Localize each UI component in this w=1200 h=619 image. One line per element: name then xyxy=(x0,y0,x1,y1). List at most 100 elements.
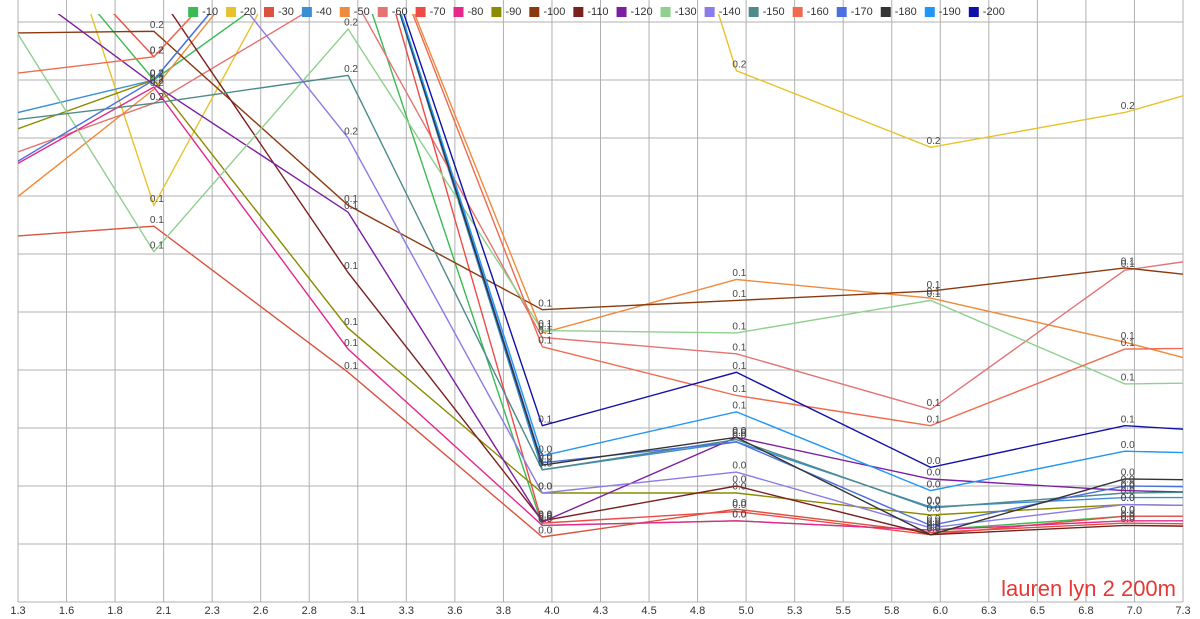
x-tick-label: 3.8 xyxy=(496,605,511,617)
data-label: 0.1 xyxy=(927,289,941,300)
legend-label: -190 xyxy=(939,6,961,18)
data-label: 0.1 xyxy=(1121,373,1135,384)
legend-label: -90 xyxy=(505,6,521,18)
data-label: 0.0 xyxy=(927,456,941,467)
x-tick-label: 2.8 xyxy=(302,605,317,617)
data-label: 0.0 xyxy=(732,461,746,472)
data-label: 0.2 xyxy=(150,92,164,103)
data-label: 0.1 xyxy=(538,319,552,330)
legend-item: -60 xyxy=(377,6,408,18)
legend-label: -140 xyxy=(719,6,741,18)
data-label: 0.1 xyxy=(1121,257,1135,268)
legend-swatch xyxy=(748,7,759,17)
data-label: 0.2 xyxy=(150,69,164,80)
data-label: 0.1 xyxy=(538,335,552,346)
legend-swatch xyxy=(836,7,847,17)
data-label: 0.0 xyxy=(538,482,552,493)
x-tick-label: 6.8 xyxy=(1078,605,1093,617)
data-label: 0.0 xyxy=(1121,514,1135,525)
data-label: 0.0 xyxy=(927,519,941,530)
data-label: 0.0 xyxy=(732,475,746,486)
data-label: 0.0 xyxy=(538,526,552,537)
legend-label: -200 xyxy=(983,6,1005,18)
data-label: 0.0 xyxy=(732,509,746,520)
data-label: 0.0 xyxy=(927,496,941,507)
data-label: 0.2 xyxy=(344,64,358,75)
data-label: 0.0 xyxy=(732,428,746,439)
data-label: 0.0 xyxy=(732,509,746,520)
series-line xyxy=(18,86,1183,531)
data-label: 0.0 xyxy=(927,504,941,515)
data-label: 0.1 xyxy=(538,322,552,333)
data-label: 0.1 xyxy=(150,194,164,205)
data-label: 0.1 xyxy=(150,240,164,251)
legend-label: -180 xyxy=(895,6,917,18)
x-tick-label: 1.6 xyxy=(59,605,74,617)
x-tick-label: 5.8 xyxy=(884,605,899,617)
data-label: 0.1 xyxy=(1121,331,1135,342)
legend-swatch xyxy=(968,7,979,17)
data-label: 0.1 xyxy=(732,384,746,395)
data-label: 0.0 xyxy=(732,498,746,509)
data-label: 0.1 xyxy=(732,400,746,411)
x-tick-label: 3.1 xyxy=(350,605,365,617)
x-tick-label: 5.0 xyxy=(738,605,753,617)
data-label: 0.2 xyxy=(150,73,164,84)
data-label: 0.1 xyxy=(1121,338,1135,349)
data-label: 0.0 xyxy=(927,497,941,508)
x-tick-label: 6.0 xyxy=(933,605,948,617)
data-label: 0.0 xyxy=(732,426,746,437)
data-label: 0.0 xyxy=(732,500,746,511)
chart-title: lauren lyn 2 200m xyxy=(1001,576,1176,601)
x-tick-label: 7.3 xyxy=(1175,605,1190,617)
data-label: 0.0 xyxy=(538,444,552,455)
series-line xyxy=(18,30,1183,311)
legend-item: -110 xyxy=(573,6,609,18)
legend-swatch xyxy=(660,7,671,17)
data-label: 0.1 xyxy=(732,289,746,300)
data-label: 0.2 xyxy=(150,78,164,89)
legend-swatch xyxy=(226,7,237,17)
data-label: 0.1 xyxy=(538,414,552,425)
data-label: 0.2 xyxy=(150,45,164,56)
legend-label: -20 xyxy=(240,6,256,18)
legend-swatch xyxy=(188,7,199,17)
data-label: 0.2 xyxy=(150,76,164,87)
series-line xyxy=(171,14,1183,536)
data-label: 0.0 xyxy=(1121,505,1135,516)
legend-item: -30 xyxy=(263,6,294,18)
series-line xyxy=(399,14,1183,536)
legend-item: -140 xyxy=(704,6,741,18)
plot-area xyxy=(18,14,1183,538)
legend-label: -170 xyxy=(851,6,873,18)
data-label: 0.1 xyxy=(344,338,358,349)
x-tick-label: 1.3 xyxy=(10,605,25,617)
legend-item: -150 xyxy=(748,6,785,18)
legend-item: -130 xyxy=(660,6,697,18)
legend-swatch xyxy=(924,7,935,17)
data-label: 0.2 xyxy=(150,69,164,80)
data-label: 0.0 xyxy=(927,521,941,532)
legend-swatch xyxy=(529,7,540,17)
legend-item: -10 xyxy=(188,6,218,18)
data-label: 0.2 xyxy=(150,20,164,31)
data-label: 0.1 xyxy=(732,342,746,353)
data-label: 0.1 xyxy=(1121,414,1135,425)
x-tick-label: 5.3 xyxy=(787,605,802,617)
data-label: 0.0 xyxy=(732,431,746,442)
data-label: 0.1 xyxy=(538,298,552,309)
legend-item: -80 xyxy=(453,6,483,18)
data-label: 0.0 xyxy=(732,482,746,493)
legend-label: -100 xyxy=(543,6,565,18)
data-label: 0.1 xyxy=(927,287,941,298)
data-label: 0.0 xyxy=(927,519,941,530)
data-label: 0.0 xyxy=(538,458,552,469)
data-label: 0.0 xyxy=(538,458,552,469)
data-label: 0.0 xyxy=(538,454,552,465)
series-line xyxy=(18,14,1183,427)
data-label: 0.2 xyxy=(344,127,358,138)
data-label: 0.1 xyxy=(732,322,746,333)
data-label: 0.0 xyxy=(927,516,941,527)
data-label: 0.1 xyxy=(344,201,358,212)
